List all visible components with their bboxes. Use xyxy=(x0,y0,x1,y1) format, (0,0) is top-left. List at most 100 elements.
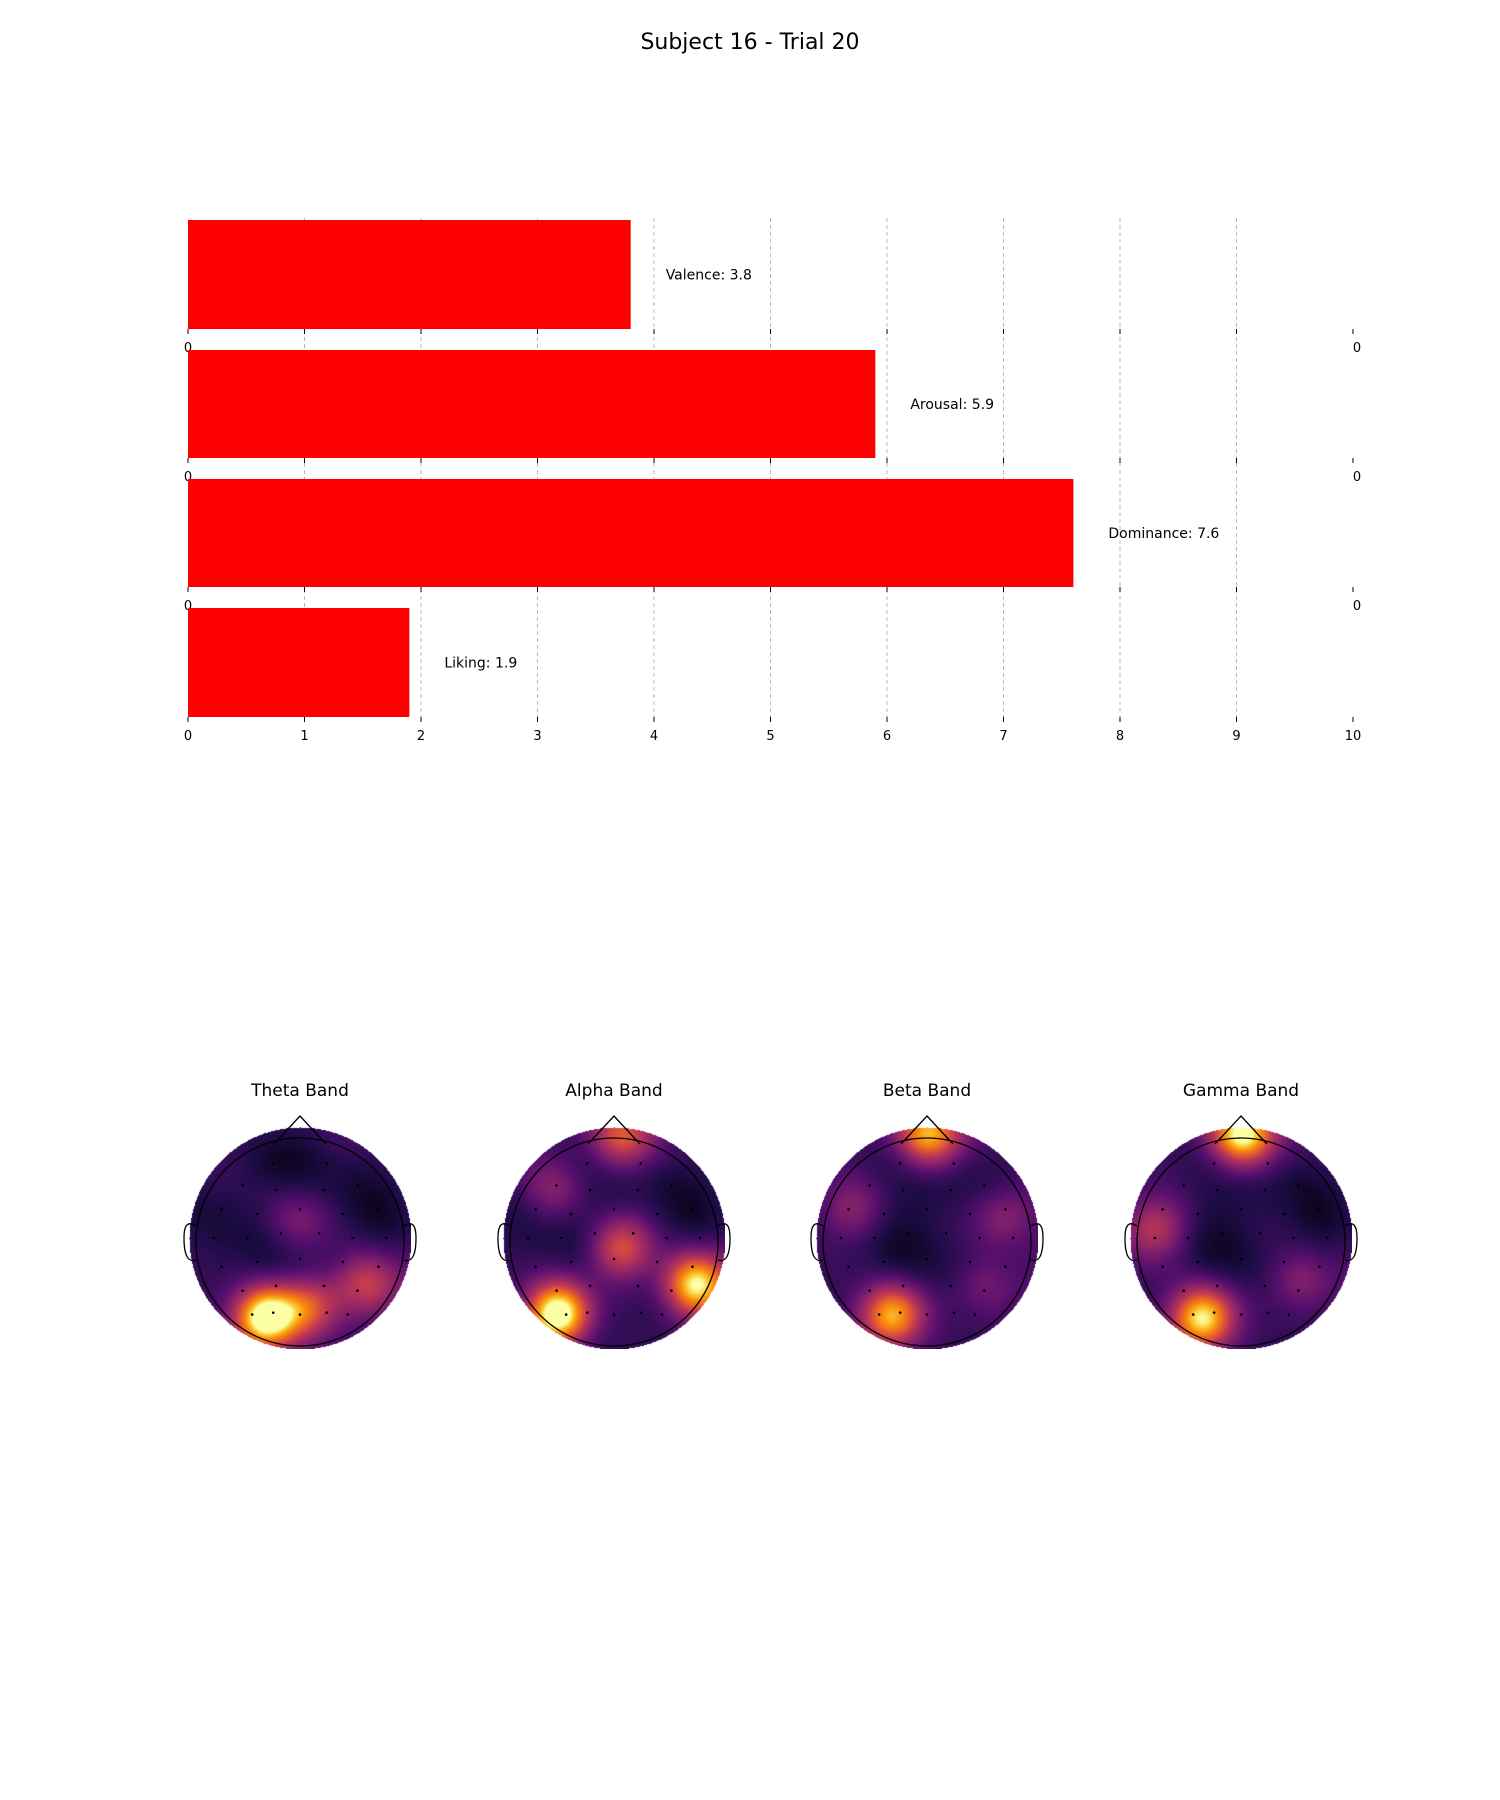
electrode-marker xyxy=(612,1207,616,1211)
x-tick-label: 6 xyxy=(883,729,891,744)
electrode-marker xyxy=(898,1311,902,1314)
bar-layer: Valence: 3.8 0 0 Arousal: 5.9 0 0 Dominance: 7… xyxy=(184,220,1361,744)
electrode-marker xyxy=(983,1184,986,1187)
x-tick-label: 1 xyxy=(300,729,308,744)
electrode-marker xyxy=(698,1236,702,1240)
electrode-marker xyxy=(341,1212,345,1216)
electrode-marker xyxy=(949,1188,953,1192)
electrode-marker xyxy=(847,1265,850,1269)
x-tick-label: 4 xyxy=(650,729,658,744)
topomap-title: Beta Band xyxy=(882,1081,972,1101)
electrode-marker xyxy=(983,1289,986,1292)
bar xyxy=(188,350,876,458)
electrode-marker xyxy=(322,1188,326,1192)
electrode-marker xyxy=(555,1289,558,1292)
electrode-marker xyxy=(1282,1212,1286,1216)
electrode-marker xyxy=(1297,1184,1300,1187)
electrode-marker xyxy=(377,1265,380,1269)
electrode-marker xyxy=(639,1311,643,1314)
bar-data-label: Valence: 3.8 xyxy=(666,268,752,284)
electrode-marker xyxy=(346,1313,350,1316)
electrode-marker xyxy=(271,1311,275,1314)
bar xyxy=(188,220,631,329)
electrode-marker xyxy=(1215,1188,1219,1192)
electrode-marker xyxy=(1161,1207,1164,1211)
electrode-marker xyxy=(925,1257,929,1261)
rating-bar-chart: Valence: 3.8 0 0 Arousal: 5.9 0 0 Dominance: 7… xyxy=(184,218,1361,744)
head-circle xyxy=(1136,1137,1346,1347)
x-tick-label: 0 xyxy=(184,729,192,744)
electrode-marker xyxy=(1196,1212,1200,1216)
head-outline xyxy=(1124,1115,1358,1347)
electrode-marker xyxy=(220,1265,223,1269)
electrode-marker xyxy=(534,1207,537,1211)
electrode-marker xyxy=(564,1313,568,1316)
figure-title: Subject 16 - Trial 20 xyxy=(640,30,860,55)
electrode-marker xyxy=(1266,1162,1270,1165)
x-tick-label: 2 xyxy=(417,729,425,744)
electrode-marker xyxy=(847,1207,850,1211)
electrode-marker xyxy=(925,1313,929,1316)
electrode-marker xyxy=(1182,1184,1185,1187)
bar xyxy=(188,479,1074,587)
electrode-marker xyxy=(873,1236,876,1240)
electrode-marker xyxy=(220,1207,223,1211)
electrode-marker xyxy=(255,1260,259,1264)
electrode-marker xyxy=(246,1236,249,1240)
x-tick-label: 8 xyxy=(1116,729,1124,744)
electrode-marker xyxy=(925,1207,929,1211)
electrode-marker xyxy=(1182,1289,1185,1292)
x-tick-label: 0 xyxy=(184,470,192,485)
electrode-marker xyxy=(317,1231,321,1235)
electrode-marker xyxy=(1212,1311,1216,1314)
electrode-marker xyxy=(1266,1311,1270,1314)
ear-outline xyxy=(717,1223,731,1262)
electrode-marker xyxy=(356,1184,359,1187)
electrode-marker xyxy=(612,1313,616,1316)
ear-outline xyxy=(403,1223,417,1262)
electrode-marker xyxy=(1215,1284,1219,1288)
x-tick-label: 9 xyxy=(1232,729,1240,744)
electrode-marker xyxy=(1258,1231,1262,1235)
electrode-marker xyxy=(1004,1207,1007,1211)
electrode-marker xyxy=(377,1207,380,1211)
head-outline xyxy=(497,1115,731,1347)
head-circle xyxy=(509,1137,719,1347)
electrode-marker xyxy=(585,1311,589,1314)
electrode-marker xyxy=(1282,1260,1286,1264)
electrode-marker xyxy=(670,1184,673,1187)
electrode-marker xyxy=(560,1236,563,1240)
topomap-heatmap xyxy=(503,1127,725,1349)
electrode-marker xyxy=(1196,1260,1200,1264)
electrode-marker xyxy=(1325,1236,1329,1240)
electrode-marker xyxy=(978,1236,981,1240)
electrode-marker xyxy=(534,1265,537,1269)
topomap-heatmap xyxy=(816,1127,1038,1349)
electrode-marker xyxy=(555,1184,558,1187)
nose-outline xyxy=(900,1115,954,1145)
electrode-marker xyxy=(1187,1236,1190,1240)
electrode-marker xyxy=(1318,1207,1321,1211)
ear-outline xyxy=(1124,1223,1138,1262)
electrode-marker xyxy=(1239,1313,1243,1316)
x-tick-label: 0 xyxy=(1353,470,1361,485)
electrode-marker xyxy=(1263,1188,1267,1192)
x-tick-label: 7 xyxy=(999,729,1007,744)
electrode-marker xyxy=(839,1236,843,1240)
bar-data-label: Liking: 1.9 xyxy=(444,656,517,672)
electrode-marker xyxy=(952,1311,956,1314)
electrode-marker xyxy=(691,1265,694,1269)
electrode-marker xyxy=(1239,1257,1243,1261)
ear-outline xyxy=(1030,1223,1044,1262)
topomap-title: Alpha Band xyxy=(565,1081,663,1101)
electrode-marker xyxy=(636,1284,640,1288)
electrode-marker xyxy=(1212,1162,1216,1165)
electrode-marker xyxy=(212,1236,216,1240)
head-circle xyxy=(195,1137,405,1347)
x-tick-label: 0 xyxy=(184,341,192,356)
electrode-marker xyxy=(1297,1289,1300,1292)
head-outline xyxy=(183,1115,417,1347)
electrode-marker xyxy=(882,1260,886,1264)
electrode-marker xyxy=(384,1236,388,1240)
bar-data-label: Dominance: 7.6 xyxy=(1108,526,1219,542)
